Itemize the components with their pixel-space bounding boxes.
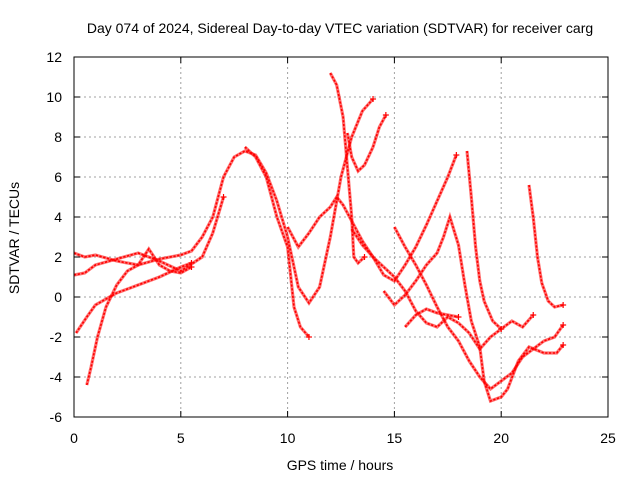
- y-tick-label-0: -6: [50, 409, 63, 425]
- x-tick-label-4: 20: [493, 430, 509, 446]
- series-band-s3: [74, 261, 193, 334]
- series-band-s14: [527, 184, 564, 309]
- chart-title: Day 074 of 2024, Sidereal Day-to-day VTE…: [87, 20, 593, 36]
- series-band-s11: [392, 226, 565, 392]
- series-s9: [351, 154, 458, 283]
- y-tick-label-4: 2: [54, 249, 62, 265]
- y-tick-label-6: 6: [54, 169, 62, 185]
- series-band-s9: [350, 154, 458, 284]
- x-tick-label-0: 0: [70, 430, 78, 446]
- series-end-marker-s5: [305, 334, 312, 340]
- series-band-s5: [243, 145, 311, 339]
- series-end-marker-s14: [560, 302, 567, 308]
- series-end-marker-s2: [220, 194, 227, 200]
- series-s3: [75, 262, 192, 334]
- series-end-marker-s11: [560, 322, 567, 328]
- series-end-marker-s7: [361, 254, 368, 260]
- series-s5: [244, 146, 310, 338]
- grid-lines: [74, 57, 608, 417]
- y-tick-label-5: 4: [54, 209, 62, 225]
- x-tick-label-5: 25: [600, 430, 616, 446]
- series-band-s13: [465, 150, 503, 331]
- series-band-s8: [345, 114, 388, 174]
- x-tick-label-3: 15: [387, 430, 403, 446]
- series-band-s12: [403, 307, 459, 329]
- series-s14: [528, 184, 564, 308]
- y-tick-label-9: 12: [46, 49, 62, 65]
- plot-series: [73, 72, 567, 404]
- series-end-marker-s1: [370, 96, 377, 102]
- y-tick-label-2: -2: [50, 329, 63, 345]
- axis-ticks: 0 5 10 15 20 25 -6 -4 -2 0 2 4 6 8 10 12: [46, 49, 616, 446]
- series-end-marker-s12: [455, 314, 462, 320]
- x-axis-label: GPS time / hours: [287, 457, 394, 473]
- y-axis-label: SDTVAR / TECUs: [6, 182, 22, 294]
- series-band-s7: [328, 72, 366, 266]
- y-tick-label-1: -4: [50, 369, 63, 385]
- plot-frame: [73, 56, 609, 418]
- series-band-s2: [73, 196, 226, 277]
- series-end-marker-s9: [453, 152, 460, 158]
- series-band-s6: [286, 194, 535, 352]
- series-end-marker-s10: [560, 342, 567, 348]
- x-tick-label-2: 10: [280, 430, 296, 446]
- series-end-marker-s6: [530, 312, 537, 318]
- y-tick-label-3: 0: [54, 289, 62, 305]
- series-end-marker-s8: [382, 112, 389, 118]
- y-tick-label-8: 10: [46, 89, 62, 105]
- series-band-s4: [85, 246, 193, 386]
- x-tick-label-1: 5: [177, 430, 185, 446]
- series-end-marker-s4: [188, 264, 195, 270]
- series-end-marker-s13: [498, 326, 505, 332]
- y-tick-label-7: 8: [54, 129, 62, 145]
- series-band-s10: [382, 211, 565, 404]
